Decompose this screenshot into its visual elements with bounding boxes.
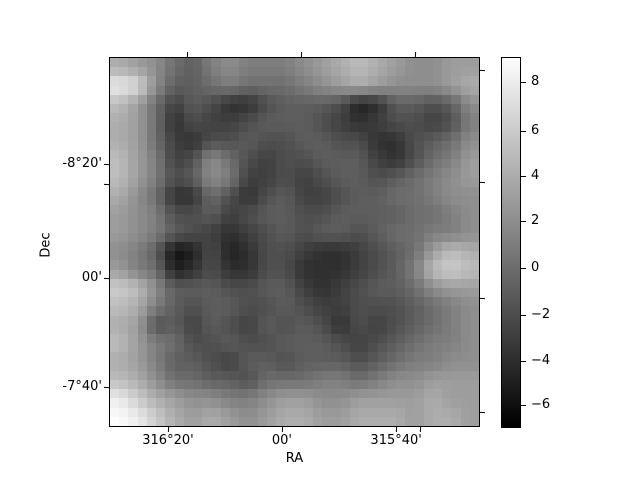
colorbar-tick-label: −6 <box>531 396 551 412</box>
colorbar-gradient <box>502 58 520 427</box>
colorbar-tick-label: −4 <box>531 352 551 368</box>
x-tick-top <box>186 51 189 58</box>
x-tick <box>281 426 284 433</box>
y-tick-right <box>479 181 486 184</box>
y-tick <box>103 183 110 186</box>
colorbar-tick <box>521 360 526 362</box>
y-tick <box>103 386 110 389</box>
dec-axis-label: Dec <box>38 232 54 258</box>
x-tick-label: 00' <box>271 433 292 448</box>
colorbar-tick-label: 4 <box>531 168 540 184</box>
colorbar-tick-label: −2 <box>531 306 551 322</box>
colorbar-tick <box>521 404 526 406</box>
colorbar-tick-label: 6 <box>531 122 540 138</box>
colorbar-tick <box>521 220 526 222</box>
x-tick <box>396 426 398 433</box>
y-tick-right <box>479 297 486 299</box>
colorbar-tick <box>521 82 526 84</box>
sky-map-axes <box>109 57 480 427</box>
colorbar-tick <box>521 176 526 178</box>
y-tick-label: -8°20' <box>62 155 102 171</box>
y-tick <box>103 163 110 166</box>
y-tick-label: -7°40' <box>62 379 102 395</box>
y-tick-right <box>479 411 486 413</box>
x-tick <box>167 426 170 433</box>
colorbar-tick-label: 2 <box>531 212 540 228</box>
x-tick <box>419 426 422 433</box>
colorbar-tick <box>521 130 526 132</box>
ra-axis-label: RA <box>285 451 304 466</box>
x-tick-label: 316°20' <box>142 433 194 448</box>
colorbar-tick <box>521 314 526 316</box>
colorbar-tick <box>521 267 526 269</box>
sky-map-heatmap <box>110 58 479 426</box>
colorbar-tick-label: 0 <box>531 259 540 275</box>
colorbar <box>501 57 521 428</box>
y-tick <box>103 277 110 280</box>
colorbar-tick-label: 8 <box>531 74 540 90</box>
y-tick-right <box>479 69 486 72</box>
x-tick-label: 315°40' <box>370 433 422 448</box>
y-tick-label: 00' <box>81 269 102 285</box>
